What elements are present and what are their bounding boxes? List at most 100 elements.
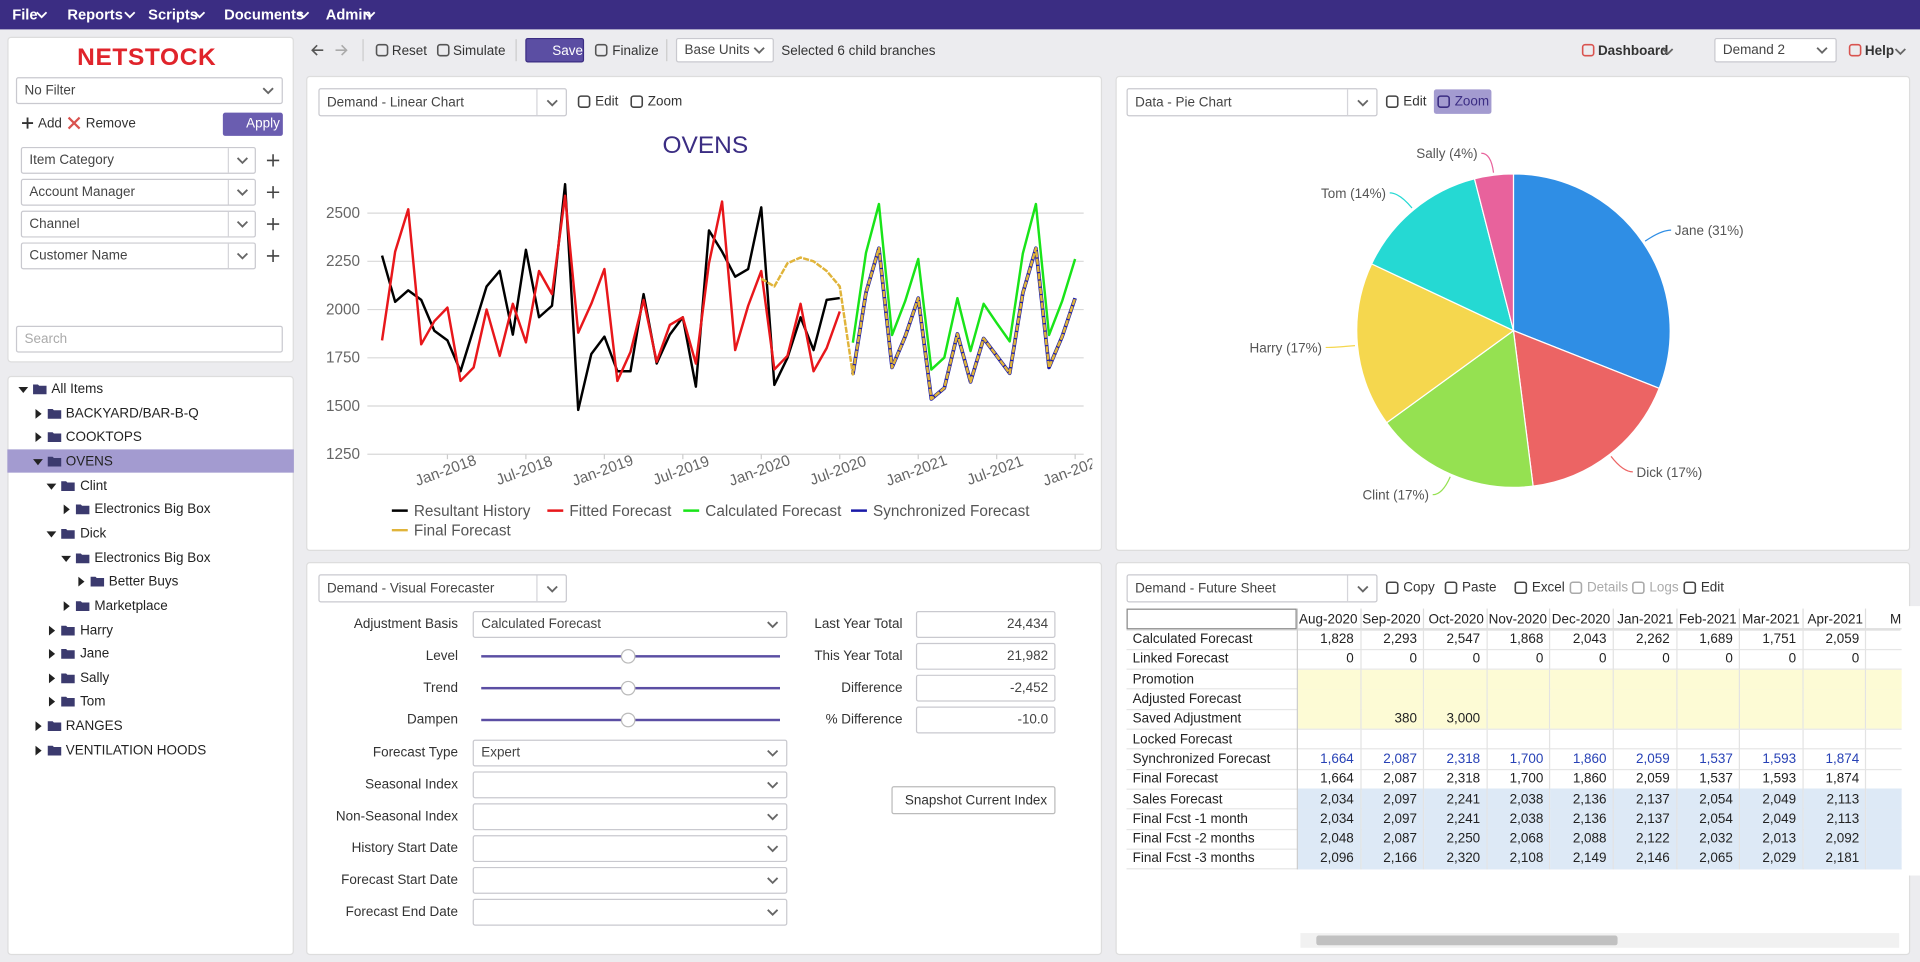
sheet-cell[interactable] — [1613, 689, 1678, 710]
tree-node[interactable]: Harry — [80, 622, 113, 638]
sheet-cell[interactable] — [1803, 649, 1867, 670]
sheet-cell[interactable] — [1740, 809, 1804, 829]
sheet-cell[interactable] — [1361, 809, 1425, 829]
sheet-cell[interactable] — [1677, 649, 1741, 670]
filter-field[interactable] — [20, 146, 256, 174]
scroll-thumb[interactable] — [1316, 935, 1618, 946]
sheet-cell[interactable] — [1677, 689, 1741, 710]
sheet-cell[interactable] — [1488, 749, 1551, 770]
tree-node[interactable]: RANGES — [65, 718, 123, 734]
field-select[interactable] — [472, 771, 788, 799]
field-select[interactable] — [472, 867, 788, 895]
tree-node[interactable]: OVENS — [65, 454, 113, 469]
tree-node[interactable]: Tom — [80, 694, 106, 710]
sheet-cell[interactable] — [1551, 749, 1614, 770]
sheet-action[interactable]: Copy — [1403, 580, 1435, 596]
sheet-cell[interactable] — [1740, 709, 1804, 730]
remove-button[interactable]: Remove — [85, 116, 136, 132]
sheet-cell[interactable] — [1298, 769, 1362, 790]
sheet-cell[interactable] — [1361, 729, 1425, 750]
menu-item[interactable]: Documents — [224, 6, 305, 24]
sheet-cell[interactable] — [1424, 789, 1488, 810]
sheet-cell[interactable] — [1487, 689, 1551, 710]
sheet-cell[interactable] — [1424, 709, 1488, 730]
sheet-cell[interactable] — [1613, 848, 1678, 869]
snapshot-button[interactable] — [891, 786, 1056, 815]
zoom-button[interactable]: Zoom — [647, 94, 683, 109]
sheet-cell[interactable] — [1298, 629, 1362, 650]
sheet-cell[interactable] — [1487, 828, 1551, 849]
sheet-cell[interactable] — [1361, 669, 1425, 690]
sheet-cell[interactable] — [1614, 649, 1678, 670]
sheet-cell[interactable] — [1803, 729, 1867, 750]
sheet-cell[interactable] — [1298, 749, 1362, 770]
sheet-cell[interactable] — [1551, 629, 1614, 650]
sheet-cell[interactable] — [1613, 789, 1678, 810]
chart-selector[interactable] — [1126, 88, 1378, 117]
sheet-cell[interactable] — [1488, 769, 1551, 790]
menu-item[interactable]: Scripts — [148, 6, 198, 24]
slider-knob[interactable] — [620, 713, 636, 728]
sheet-cell[interactable] — [1297, 848, 1362, 869]
sheet-cell[interactable] — [1487, 669, 1551, 690]
sheet-cell[interactable] — [1803, 629, 1867, 650]
sheet-action[interactable]: Logs — [1649, 580, 1679, 596]
sheet-cell[interactable] — [1677, 629, 1741, 650]
sheet-cell[interactable] — [1550, 848, 1614, 869]
tree-node[interactable]: Better Buys — [108, 574, 179, 590]
sheet-cell[interactable] — [1614, 749, 1678, 770]
sheet-cell[interactable] — [1487, 789, 1551, 810]
sheet-cell[interactable] — [1361, 629, 1425, 650]
sheet-cell[interactable] — [1424, 689, 1488, 710]
sheet-cell[interactable] — [1803, 828, 1867, 849]
sheet-cell[interactable] — [1803, 669, 1867, 690]
sheet-cell[interactable] — [1361, 848, 1425, 869]
sheet-cell[interactable] — [1488, 629, 1551, 650]
sheet-cell[interactable] — [1424, 848, 1488, 869]
save-button[interactable] — [525, 37, 585, 63]
sheet-cell[interactable] — [1803, 689, 1867, 710]
field-select[interactable] — [472, 803, 788, 831]
sheet-cell[interactable] — [1677, 848, 1741, 869]
zoom-active[interactable] — [1433, 89, 1492, 114]
sheet-cell[interactable] — [1614, 729, 1678, 750]
sheet-action[interactable]: Paste — [1462, 580, 1497, 596]
sheet-cell[interactable] — [1488, 729, 1551, 750]
tree-node[interactable]: COOKTOPS — [65, 430, 142, 445]
sheet-cell[interactable] — [1298, 729, 1362, 750]
tree-node[interactable]: All Items — [51, 382, 104, 397]
sheet-cell[interactable] — [1803, 709, 1867, 730]
demand-select[interactable] — [1714, 37, 1837, 63]
sheet-cell[interactable] — [1613, 709, 1678, 730]
filter-field[interactable] — [20, 242, 256, 270]
filter-select[interactable] — [15, 77, 283, 105]
sheet-cell[interactable] — [1740, 689, 1804, 710]
tree-node[interactable]: Electronics Big Box — [94, 502, 211, 518]
sheet-cell[interactable] — [1803, 848, 1867, 869]
sheet-cell[interactable] — [1803, 789, 1867, 810]
sheet-cell[interactable] — [1424, 629, 1488, 650]
add-button[interactable]: Add — [37, 116, 62, 132]
sheet-cell[interactable] — [1613, 669, 1678, 690]
sheet-cell[interactable] — [1740, 789, 1804, 810]
sheet-cell[interactable] — [1550, 789, 1614, 810]
sheet-cell[interactable] — [1677, 709, 1741, 730]
sheet-action[interactable]: Details — [1586, 580, 1629, 596]
filter-field[interactable] — [20, 210, 256, 238]
sheet-cell[interactable] — [1487, 809, 1551, 829]
sheet-cell[interactable] — [1361, 709, 1425, 730]
menu-item[interactable]: File — [12, 6, 38, 24]
form-selector[interactable] — [318, 574, 567, 603]
sheet-selector[interactable] — [1126, 574, 1378, 603]
field-select[interactable] — [472, 611, 788, 638]
sheet-cell[interactable] — [1361, 689, 1425, 710]
sheet-cell[interactable] — [1297, 709, 1362, 730]
sheet-cell[interactable] — [1677, 669, 1741, 690]
sheet-action[interactable]: Excel — [1531, 580, 1565, 596]
sheet-cell[interactable] — [1424, 729, 1488, 750]
sheet-cell[interactable] — [1550, 709, 1614, 730]
sheet-cell[interactable] — [1677, 749, 1741, 770]
sheet-cell[interactable] — [1488, 649, 1551, 670]
tree-node[interactable]: VENTILATION HOODS — [65, 742, 207, 758]
sheet-cell[interactable] — [1803, 769, 1867, 790]
